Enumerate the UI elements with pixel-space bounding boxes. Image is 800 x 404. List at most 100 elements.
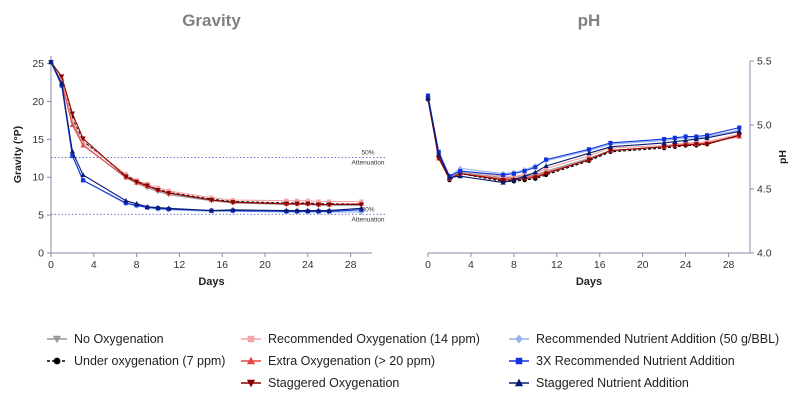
x-tick-label: 16	[594, 259, 606, 271]
x-tick-label: 12	[551, 259, 563, 271]
legend-label: Under oxygenation (7 ppm)	[74, 354, 226, 368]
data-point	[80, 142, 86, 148]
data-point	[81, 178, 86, 183]
data-point	[682, 137, 689, 143]
data-point	[586, 150, 592, 156]
legend-swatch	[241, 335, 261, 343]
data-point	[327, 199, 332, 204]
data-point	[315, 202, 322, 208]
x-tick-label: 4	[468, 259, 474, 271]
legend-item: Staggered Nutrient Addition	[508, 376, 689, 390]
x-tick-label: 24	[680, 259, 692, 271]
data-point	[144, 183, 150, 189]
data-point	[358, 202, 364, 208]
data-point	[682, 143, 689, 149]
data-point	[693, 142, 699, 147]
data-point	[693, 136, 699, 142]
data-point	[70, 118, 75, 123]
data-point	[69, 122, 76, 128]
data-point	[80, 136, 86, 142]
data-point	[436, 151, 442, 157]
legend-item: No Oxygenation	[46, 332, 164, 346]
data-point	[284, 198, 289, 203]
data-point	[672, 135, 677, 140]
data-point	[316, 199, 321, 204]
data-point	[59, 78, 64, 83]
data-point	[607, 144, 614, 149]
data-point	[458, 169, 463, 174]
data-point	[457, 173, 463, 179]
x-tick-label: 0	[425, 259, 431, 271]
legend-marker	[247, 335, 255, 343]
legend-swatch	[241, 379, 261, 388]
data-point	[737, 125, 742, 130]
series-line	[427, 99, 740, 182]
series-recommended-nutrient-addition-50-g-bbl	[48, 59, 364, 215]
legend-label: Recommended Oxygenation (14 ppm)	[268, 332, 480, 346]
data-point	[358, 205, 364, 211]
x-tick-label: 24	[302, 259, 314, 271]
series-line	[427, 95, 740, 177]
data-point	[608, 140, 613, 145]
legend-swatch	[47, 335, 67, 344]
data-point	[305, 198, 310, 203]
data-point	[144, 204, 150, 209]
y-axis-label: pH	[777, 150, 789, 164]
data-point	[543, 157, 549, 162]
reference-label: Attenuation	[352, 160, 385, 167]
y-tick-label: 5	[38, 210, 44, 222]
data-point	[521, 173, 528, 179]
legend-label: Staggered Oxygenation	[268, 376, 400, 390]
series-staggered-nutrient-addition	[425, 95, 742, 185]
legend-marker	[246, 356, 256, 365]
legend-marker	[53, 357, 61, 365]
legend-marker	[52, 335, 62, 344]
legend-item: Under oxygenation (7 ppm)	[46, 354, 225, 368]
y-tick-label: 25	[32, 58, 44, 70]
x-tick-label: 20	[259, 259, 271, 271]
reference-label: Attenuation	[352, 216, 385, 223]
series-line	[50, 61, 362, 203]
data-point	[543, 163, 549, 169]
data-point	[532, 169, 538, 175]
data-point	[70, 153, 75, 159]
legend-swatch	[509, 334, 529, 344]
legend-label: 3X Recommended Nutrient Addition	[536, 354, 735, 368]
y-tick-label: 4.5	[757, 184, 772, 196]
data-point	[704, 135, 710, 140]
x-tick-label: 20	[637, 259, 649, 271]
legend-marker	[514, 378, 524, 387]
series-line	[50, 61, 362, 213]
series-line	[50, 61, 362, 212]
data-point	[123, 172, 128, 177]
data-point	[662, 137, 667, 142]
series-recommended-oxygenation-14-ppm	[48, 59, 364, 204]
x-tick-label: 28	[345, 259, 357, 271]
data-point	[672, 138, 678, 144]
x-tick-label: 16	[216, 259, 228, 271]
y-axis-label: Gravity (°P)	[12, 126, 24, 183]
data-point	[133, 200, 140, 206]
data-point	[155, 188, 161, 193]
legend-swatch	[241, 356, 261, 365]
series-3x-recommended-nutrient-addition	[425, 93, 742, 179]
legend-label: No Oxygenation	[74, 332, 164, 346]
legend-label: Extra Oxygenation (> 20 ppm)	[268, 354, 436, 368]
data-point	[123, 174, 129, 180]
data-point	[59, 74, 65, 80]
data-point	[123, 197, 129, 203]
series-line	[427, 98, 740, 180]
series-staggered-oxygenation	[48, 59, 364, 208]
legend-label: Recommended Nutrient Addition (50 g/BBL)	[536, 332, 780, 346]
ph-chart: pH 0 4 8 12 16 20 24 28 4.0 4.5 5.0 5.5 Days pH	[425, 11, 789, 288]
x-tick-label: 4	[91, 259, 97, 271]
series-3x-recommended-nutrient-addition	[48, 59, 364, 214]
data-point	[736, 128, 742, 134]
legend-item: Extra Oxygenation (> 20 ppm)	[240, 354, 435, 368]
data-point	[69, 111, 76, 117]
data-point	[543, 166, 549, 171]
data-point	[607, 148, 614, 154]
data-point	[511, 177, 517, 183]
data-point	[704, 142, 710, 147]
data-point	[661, 144, 667, 150]
